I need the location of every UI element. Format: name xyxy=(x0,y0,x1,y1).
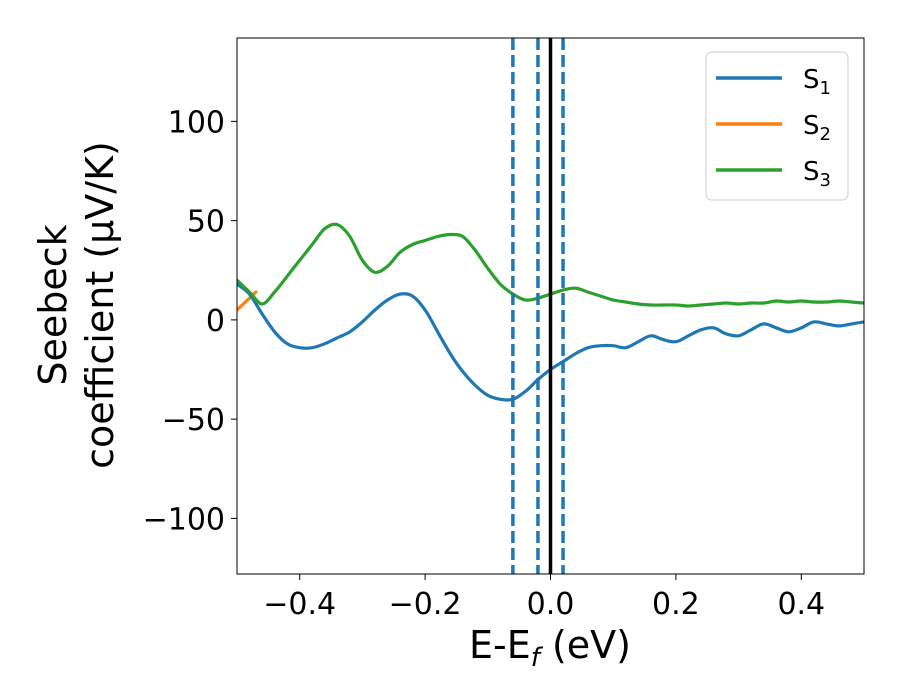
y-tick-label: 50 xyxy=(187,205,225,240)
y-tick-label: 100 xyxy=(168,105,225,140)
x-axis: −0.4 −0.2 0.0 0.2 0.4 xyxy=(263,574,825,622)
x-tick-label: 0.2 xyxy=(652,587,700,622)
x-axis-label-main: E-E xyxy=(469,623,531,667)
legend-label-s2: S2 xyxy=(803,111,831,145)
y-tick-label: 0 xyxy=(206,304,225,339)
y-tick-label: −100 xyxy=(143,502,225,537)
x-tick-label: 0.0 xyxy=(527,587,575,622)
plot-content xyxy=(237,38,864,574)
x-tick-label: −0.4 xyxy=(263,587,336,622)
x-axis-label: E-Ef (eV) xyxy=(469,623,631,673)
y-axis-label-line2: coefficient (μV/K) xyxy=(78,141,122,469)
legend-label-s3: S3 xyxy=(803,157,831,191)
x-tick-label: 0.4 xyxy=(777,587,825,622)
legend-box xyxy=(705,51,849,201)
x-axis-label-unit: (eV) xyxy=(540,623,631,667)
legend-label-s1: S1 xyxy=(803,65,831,99)
y-axis: −100 −50 0 50 100 xyxy=(143,105,237,537)
x-tick-label: −0.2 xyxy=(389,587,462,622)
y-axis-label-line1: Seebeck xyxy=(31,224,75,385)
legend: S1 S2 S3 xyxy=(705,51,849,201)
y-tick-label: −50 xyxy=(162,403,225,438)
